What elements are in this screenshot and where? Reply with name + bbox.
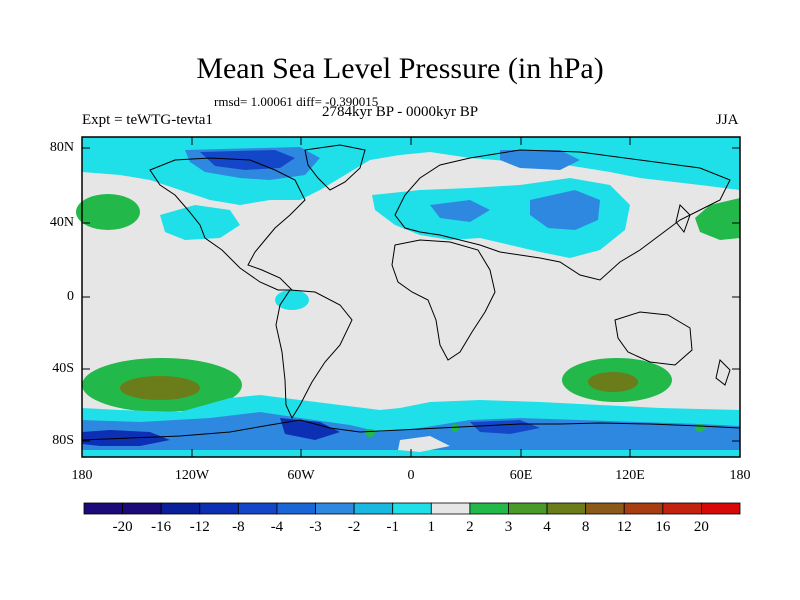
antarctic-green-spot-3 [695,424,705,432]
north-pacific-cyan [160,205,240,240]
rmsd-diff-stats: rmsd= 1.00061 diff= -0.390015 [214,94,379,109]
lon-label-0: 0 [407,468,415,483]
antarctic-neutral-gap [398,436,450,452]
antarctic-green-spot-2 [451,424,459,432]
colorbar-swatch [276,502,316,515]
lat-label-40s: 40S [52,361,74,376]
africa-coast [391,239,496,361]
colorbar-label: 2 [466,519,474,535]
colorbar-label: 20 [693,519,709,535]
east-pacific-high-green [695,198,740,240]
colorbar-swatch [430,502,471,515]
colorbar-label: -16 [151,519,172,535]
west-pacific-high-green [76,194,140,230]
australia-coast [614,311,693,366]
colorbar [83,502,741,515]
siberia-blue-core [500,150,580,170]
colorbar-swatch [585,502,625,515]
antarctic-darkblue-2 [280,418,340,440]
lat-label-80s: 80S [52,433,74,448]
colorbar-swatch [199,502,239,515]
colorbar-label: 16 [655,519,671,535]
colorbar-swatch [508,502,548,515]
time-period-label: 2784kyr BP - 0000kyr BP [322,104,479,120]
season-label: JJA [716,112,739,128]
atlantic-blue-patch [430,200,490,222]
east-pacific-cyan-blob [275,290,309,310]
pressure-anomaly-shading [76,137,740,457]
lat-label-80n: 80N [49,140,74,155]
indian-ocean-high-olive [588,372,638,392]
colorbar-label: 3 [504,519,513,535]
colorbar-swatch [469,502,509,515]
colorbar-swatch [546,502,587,515]
japan-coast [675,204,691,234]
colorbar-label: -4 [270,519,284,535]
colorbar-label: 8 [581,519,590,535]
colorbar-label: 12 [616,519,632,535]
lat-ticks [82,147,740,442]
lat-label-40n: 40N [49,215,74,230]
colorbar-swatch [315,502,355,515]
greenland-coast [304,144,366,191]
colorbar-label: -20 [112,519,133,535]
colorbar-swatch [353,502,394,515]
colorbar-swatch [392,502,432,515]
antarctica-coast [81,419,741,441]
colorbar-swatch [122,502,162,515]
coastlines [81,144,741,441]
north-america-coast [149,157,306,291]
colorbar-swatch [623,502,664,515]
lon-ticks [81,137,741,457]
colorbar-label: -3 [309,519,322,535]
colorbar-swatch [701,502,741,515]
colorbar-swatch [83,502,123,515]
eurasia-coast [394,149,731,281]
colorbar-label: 1 [427,519,436,535]
colorbar-label: -12 [189,519,210,535]
colorbar-label: -1 [386,519,399,535]
lon-label-180w: 180 [71,468,93,483]
eurasia-blue-core [530,190,600,230]
colorbar-swatch [160,502,201,515]
antarctic-green-spot-1 [365,429,375,437]
experiment-label: Expt = teWTG-tevta1 [82,112,213,128]
lon-label-120e: 120E [615,468,645,483]
map-title: Mean Sea Level Pressure (in hPa) [196,52,604,85]
south-america-coast [275,289,353,420]
lat-label-0: 0 [67,289,74,304]
colorbar-swatch [237,502,278,515]
new-zealand-coast [715,359,731,386]
colorbar-label: 4 [543,519,551,535]
colorbar-swatch [662,502,702,515]
colorbar-label: -2 [347,519,361,535]
lon-label-60e: 60E [509,468,533,483]
lon-label-180e: 180 [729,468,751,483]
lon-label-60w: 60W [287,468,315,483]
colorbar-label: -8 [232,519,245,535]
south-pacific-high-olive [120,376,200,400]
lon-label-120w: 120W [174,468,210,483]
southern-ocean-blue [82,412,740,450]
